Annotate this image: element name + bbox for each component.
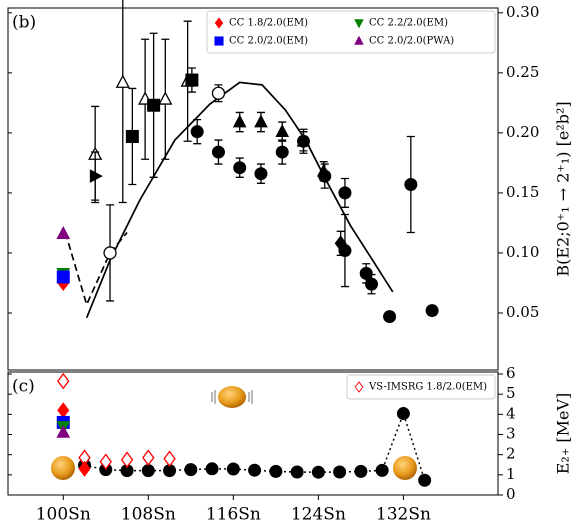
y-tick-label: 0.15 [506,183,539,201]
panel-frame [7,7,499,371]
marker [211,145,225,159]
marker [120,451,134,468]
y-tick-label: 5 [506,384,516,402]
marker [56,226,71,240]
marker [233,161,247,175]
marker [396,407,410,421]
marker [248,463,262,477]
error-bar [118,0,127,204]
marker [359,266,373,280]
marker [425,304,439,318]
series-line [64,231,128,307]
legend-label: CC 2.2/2.0(EM) [369,18,448,29]
legend-entry: CC 2.0/2.0(EM) [214,36,308,47]
marker [115,74,130,88]
y-tick-label: 1 [506,465,516,483]
nucleus-icon [51,456,75,480]
y-tick-label: 0.25 [506,63,539,81]
marker [338,186,352,200]
legend-entry: CC 1.8/2.0(EM) [214,17,308,29]
x-tick-label: 116Sn [206,505,261,525]
marker [333,465,347,479]
marker [232,114,247,128]
marker [211,86,226,100]
marker [190,125,204,139]
marker [334,235,347,252]
legend-label: CC 1.8/2.0(EM) [229,18,308,29]
marker [158,91,173,105]
marker [296,133,311,147]
y-tick-label: 2 [506,445,516,463]
panel-frame [7,371,499,496]
panel-label: (c) [12,377,35,397]
marker [275,123,290,137]
marker [354,464,368,478]
marker [89,169,103,183]
marker [57,402,70,419]
marker [354,19,364,29]
marker [163,450,176,467]
legend-frame [206,10,496,54]
marker [142,449,155,466]
legend-entry: CC 2.0/2.0(PWA) [354,35,454,47]
marker [404,177,418,191]
marker [254,114,268,128]
marker [56,424,71,438]
x-tick-label: 108Sn [121,505,176,525]
y-tick-label: 6 [506,364,516,382]
marker [311,465,325,479]
marker [418,473,432,487]
marker [99,453,112,471]
x-tick-label: 124Sn [291,505,346,525]
nucleus-icon [393,456,417,480]
marker [316,163,331,177]
marker [375,463,389,477]
y-axis-title: E₂₊ [MeV] [554,393,573,475]
marker [57,372,70,390]
y-tick-label: 4 [506,404,516,422]
marker [354,381,364,393]
marker [103,246,117,260]
marker [78,460,91,477]
legend-label: CC 2.0/2.0(EM) [229,36,308,47]
marker [185,73,199,87]
marker [184,463,198,477]
legend-entry: CC 2.2/2.0(EM) [354,18,448,29]
y-tick-label: 0.10 [506,243,539,261]
nucleus-icon [218,386,246,408]
marker [226,462,240,476]
marker [383,310,397,324]
marker [365,277,379,291]
marker [125,129,139,143]
marker [141,464,155,478]
marker [214,17,224,29]
panel-label: (b) [12,13,36,33]
marker [214,36,224,46]
plot: 0.05 0.10 0.15 0.20 0.25 0.30 (b) B(E2;0⁺₁ → 2⁺… [8,0,573,525]
marker [205,462,219,476]
y-tick-label: 0.20 [506,123,539,141]
x-tick-label: 100Sn [36,505,91,525]
legend-entry: VS-IMSRG 1.8/2.0(EM) [354,381,487,393]
y-tick-label: 3 [506,425,516,443]
marker [275,145,289,159]
y-tick-label: 0.05 [506,303,539,321]
marker [147,98,161,112]
legend-label: CC 2.0/2.0(PWA) [369,36,454,47]
marker [56,270,70,284]
legend-label: VS-IMSRG 1.8/2.0(EM) [368,382,487,393]
series-line [85,81,394,319]
y-axis-title: B(E2;0⁺₁ → 2⁺₁) [e²b²] [554,101,573,276]
marker [254,167,268,181]
marker [269,464,283,478]
marker [354,35,364,45]
y-tick-label: 0 [506,485,516,503]
legend-frame [346,374,496,400]
x-tick-label: 132Sn [376,505,431,525]
vibration-marks [211,390,253,404]
nucleus-icons [51,386,417,480]
marker [290,465,304,479]
y-tick-label: 0.30 [506,3,539,21]
